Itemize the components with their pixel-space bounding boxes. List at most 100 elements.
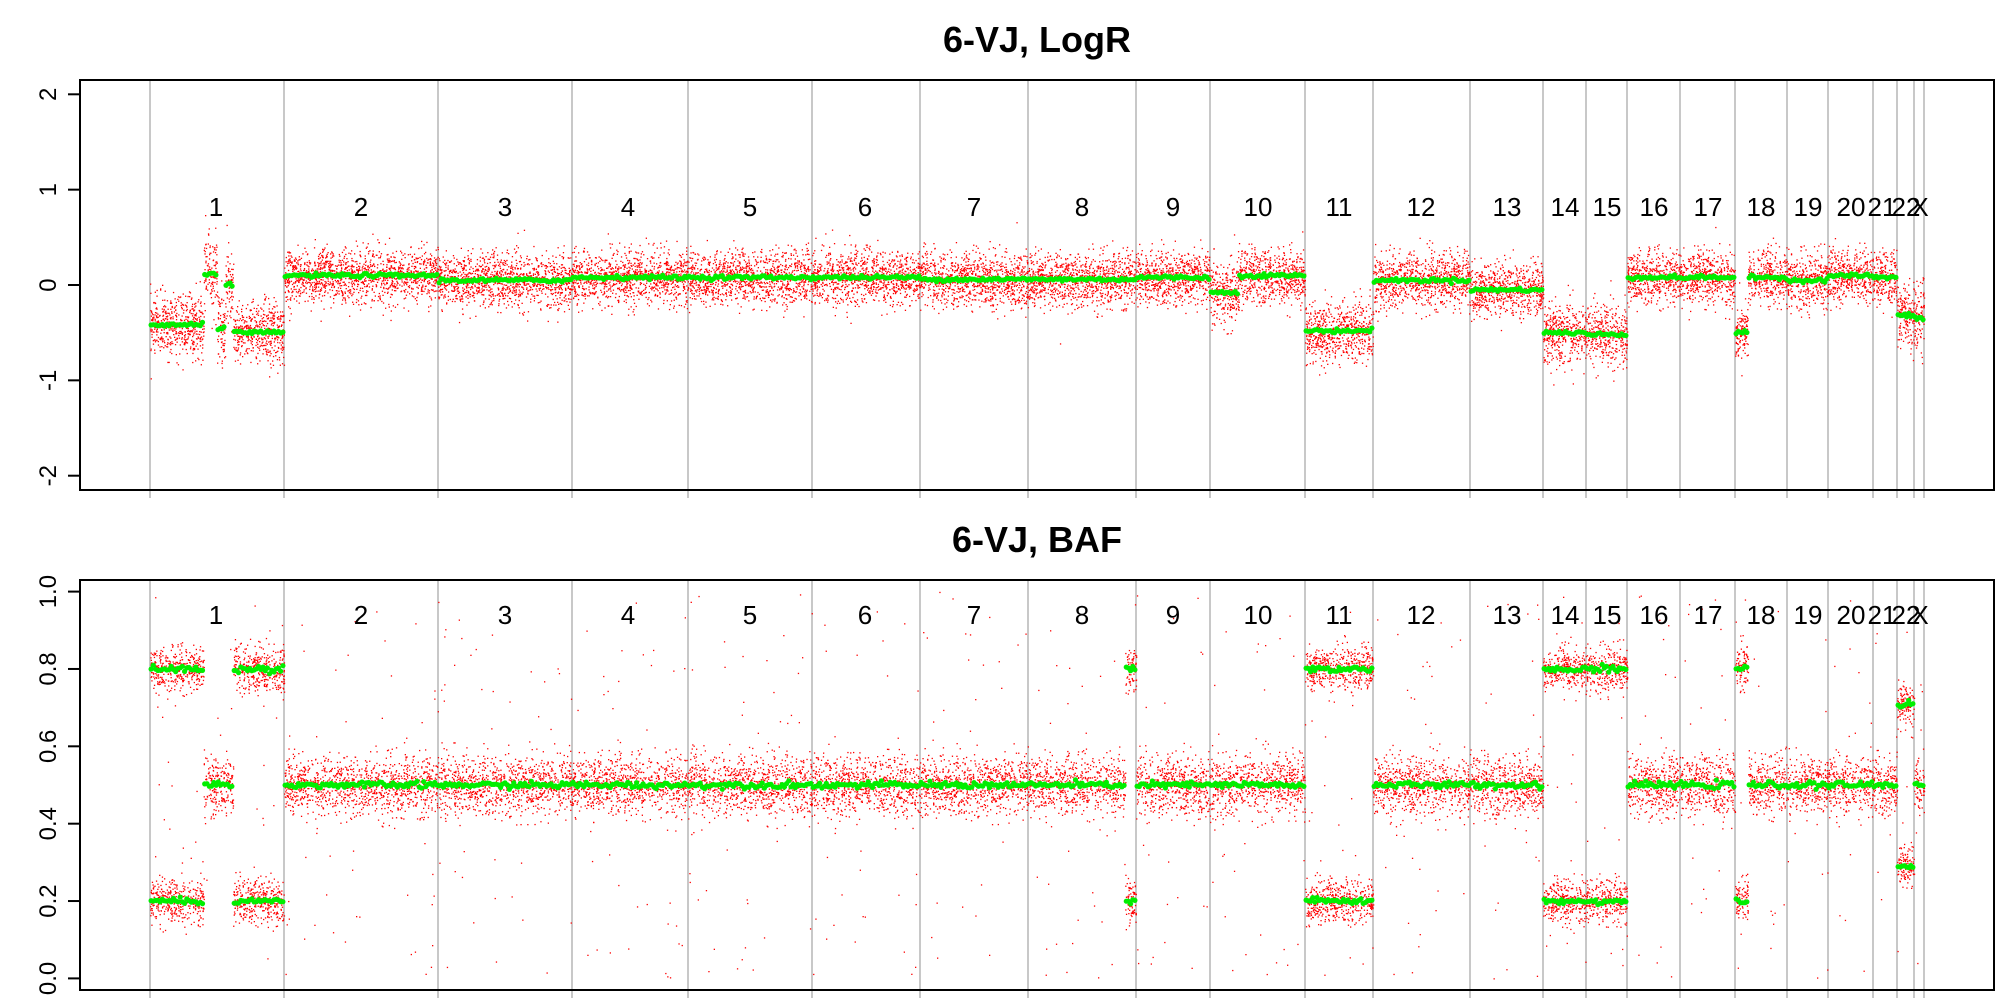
raw-point <box>251 344 253 346</box>
raw-point <box>714 284 717 286</box>
raw-point <box>502 269 504 271</box>
raw-point <box>335 281 337 283</box>
raw-point <box>224 329 226 331</box>
raw-point <box>476 293 478 295</box>
raw-point <box>677 262 679 264</box>
raw-point <box>612 268 614 270</box>
raw-point <box>298 288 300 290</box>
raw-point <box>351 260 353 262</box>
raw-point <box>457 290 460 292</box>
raw-point <box>351 257 353 260</box>
raw-point <box>433 257 436 259</box>
raw-point <box>514 252 517 254</box>
raw-point <box>631 288 633 290</box>
raw-point <box>366 285 368 287</box>
raw-point <box>499 291 502 293</box>
raw-point <box>266 340 268 342</box>
raw-point <box>429 258 431 260</box>
raw-point <box>288 291 290 293</box>
raw-point <box>311 270 313 272</box>
raw-point <box>259 324 261 326</box>
raw-point <box>263 303 265 305</box>
raw-point <box>673 294 675 296</box>
raw-point <box>455 283 457 285</box>
raw-point <box>269 363 272 365</box>
raw-point <box>452 270 454 272</box>
raw-point <box>662 291 664 293</box>
raw-point <box>441 270 443 272</box>
raw-point <box>388 237 391 239</box>
raw-point <box>308 279 311 281</box>
raw-point <box>274 306 276 308</box>
raw-point <box>752 290 754 292</box>
raw-point <box>167 346 169 348</box>
raw-point <box>358 304 360 306</box>
raw-point <box>295 281 297 283</box>
raw-point <box>522 313 524 315</box>
raw-point <box>653 286 655 289</box>
raw-point <box>688 288 690 290</box>
raw-point <box>288 283 290 285</box>
raw-point <box>608 266 610 268</box>
raw-point <box>611 273 613 275</box>
raw-point <box>461 296 463 298</box>
raw-point <box>333 302 335 304</box>
raw-point <box>457 261 459 263</box>
raw-point <box>553 262 555 265</box>
raw-point <box>472 248 474 250</box>
raw-point <box>654 279 656 282</box>
raw-point <box>615 270 617 272</box>
raw-point <box>393 285 395 287</box>
raw-point <box>480 248 482 250</box>
raw-point <box>669 271 671 274</box>
raw-point <box>174 339 176 341</box>
raw-point <box>444 294 446 296</box>
raw-point <box>403 282 405 284</box>
raw-point <box>179 326 181 329</box>
raw-point <box>357 271 359 273</box>
raw-point <box>289 260 291 262</box>
raw-point <box>318 282 320 284</box>
raw-point <box>228 267 230 270</box>
raw-point <box>278 337 280 339</box>
raw-point <box>449 261 452 263</box>
raw-point <box>306 271 308 274</box>
raw-point <box>501 283 503 285</box>
raw-point <box>657 266 660 268</box>
raw-point <box>429 295 431 298</box>
raw-point <box>430 299 433 301</box>
raw-point <box>359 287 362 289</box>
raw-point <box>554 292 556 294</box>
raw-point <box>347 265 350 267</box>
raw-point <box>653 282 655 284</box>
raw-point <box>324 280 326 283</box>
raw-point <box>453 263 455 265</box>
raw-point <box>157 313 159 315</box>
raw-point <box>667 283 670 285</box>
raw-point <box>673 271 675 273</box>
raw-point <box>393 259 395 262</box>
raw-point <box>275 337 277 339</box>
raw-point <box>443 270 445 272</box>
raw-point <box>547 303 549 306</box>
raw-point <box>606 273 608 276</box>
raw-point <box>181 307 183 309</box>
raw-point <box>246 324 248 327</box>
raw-point <box>222 313 224 316</box>
raw-point <box>314 264 317 266</box>
raw-point <box>359 289 361 292</box>
raw-point <box>680 260 682 263</box>
raw-point <box>273 297 275 299</box>
raw-point <box>154 291 156 293</box>
raw-point <box>666 268 669 270</box>
raw-point <box>572 268 574 271</box>
raw-point <box>560 274 562 276</box>
raw-point <box>342 294 344 296</box>
raw-point <box>288 306 290 308</box>
raw-point <box>459 271 461 273</box>
raw-point <box>346 270 348 272</box>
raw-point <box>557 274 559 276</box>
raw-point <box>427 259 429 261</box>
raw-point <box>193 309 195 311</box>
raw-point <box>456 283 459 286</box>
